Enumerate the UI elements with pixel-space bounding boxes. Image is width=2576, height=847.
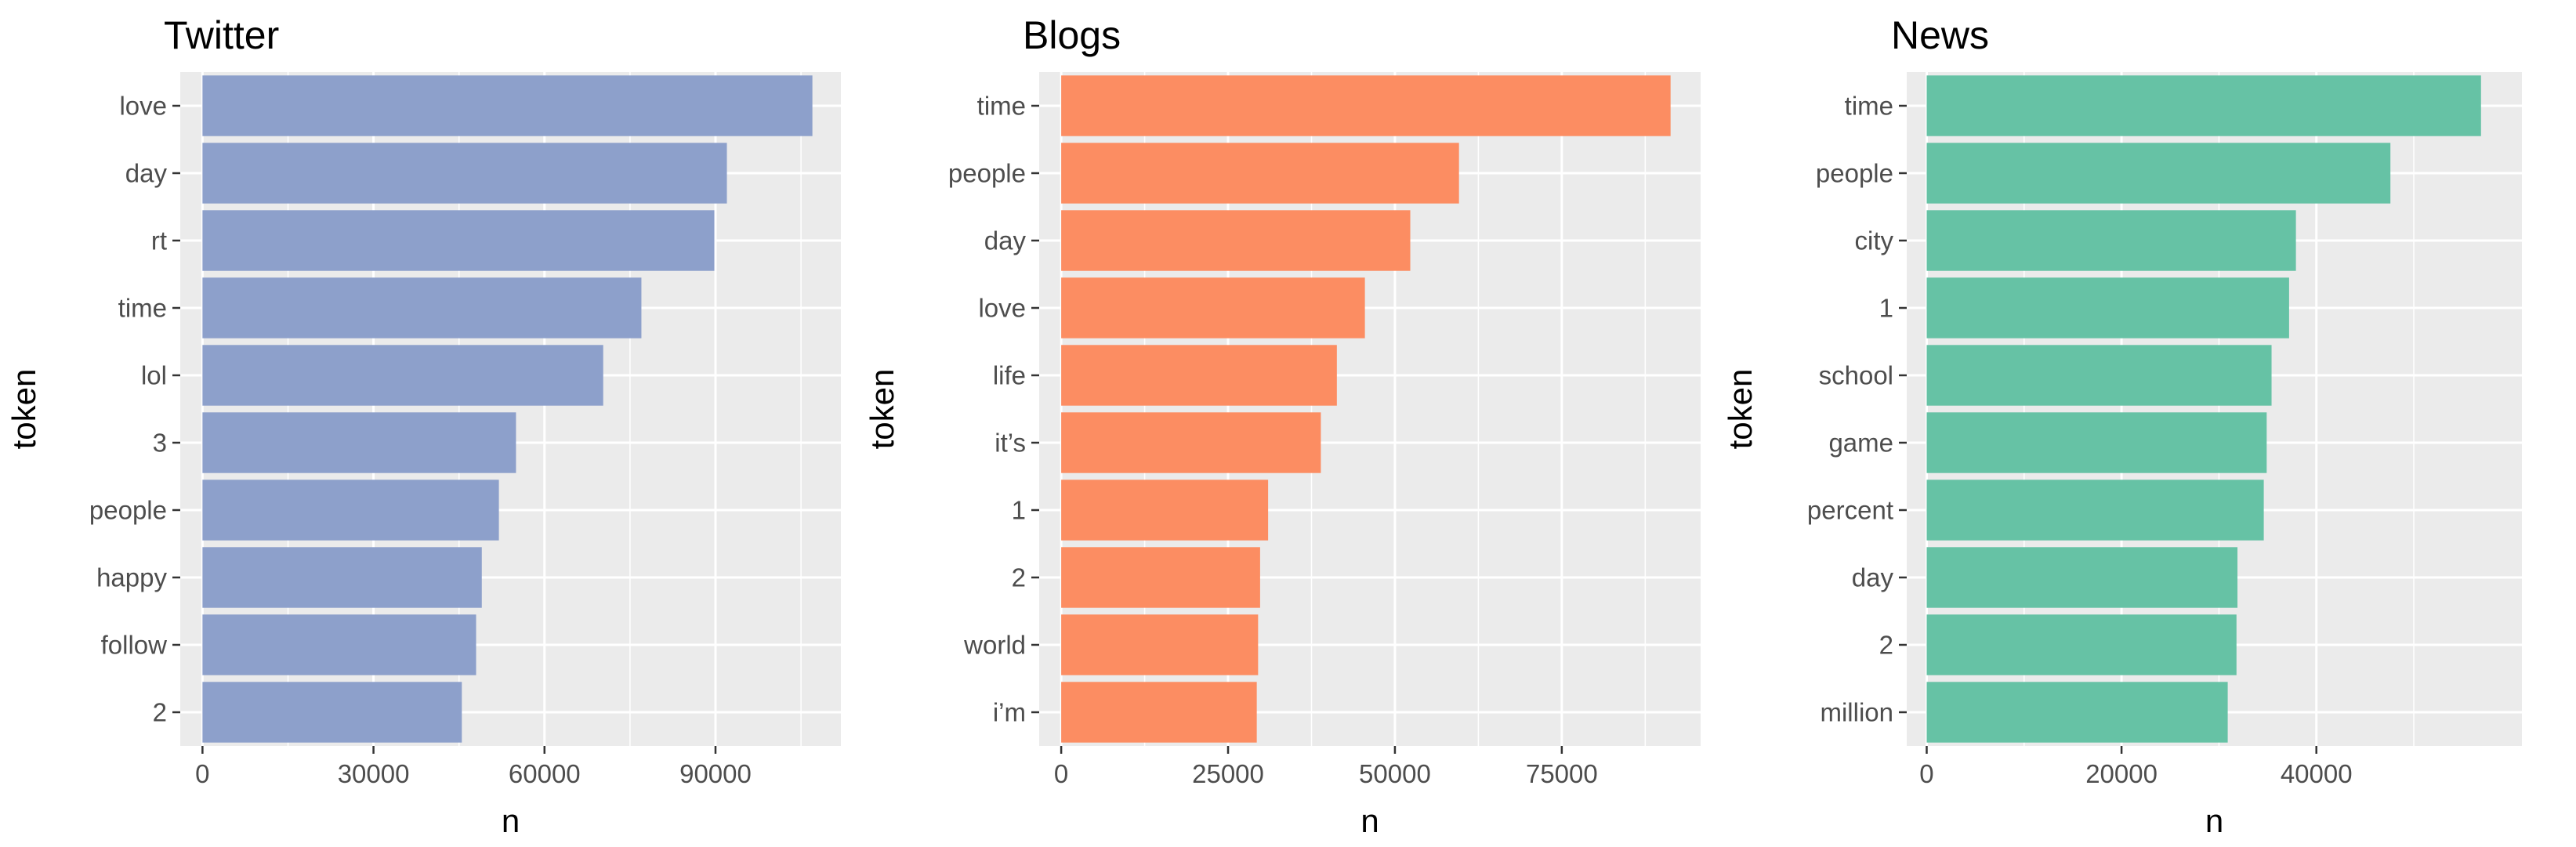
bar bbox=[1926, 210, 2296, 271]
y-tick-label: love bbox=[119, 92, 167, 121]
y-axis-title: token bbox=[864, 369, 900, 450]
bar bbox=[1926, 75, 2481, 136]
x-tick-label: 0 bbox=[195, 759, 209, 788]
chart-title: News bbox=[1891, 13, 1989, 57]
y-tick-label: time bbox=[977, 92, 1026, 121]
y-tick-label: city bbox=[1855, 226, 1894, 255]
bar bbox=[202, 75, 813, 136]
bar bbox=[1061, 143, 1459, 204]
bar bbox=[1061, 412, 1321, 473]
chart-title: Blogs bbox=[1023, 13, 1121, 57]
x-tick-label: 60000 bbox=[509, 759, 581, 788]
y-tick-label: follow bbox=[101, 631, 168, 660]
bar bbox=[1926, 480, 2264, 541]
x-tick-label: 75000 bbox=[1526, 759, 1598, 788]
y-tick-label: it’s bbox=[995, 429, 1026, 458]
bar bbox=[202, 412, 516, 473]
y-tick-label: people bbox=[89, 496, 167, 525]
y-tick-label: world bbox=[963, 631, 1026, 660]
y-tick-label: life bbox=[993, 361, 1026, 390]
bar bbox=[1926, 143, 2391, 204]
y-tick-label: lol bbox=[141, 361, 167, 390]
bar bbox=[1926, 547, 2238, 608]
y-tick-label: happy bbox=[96, 563, 167, 592]
x-tick-label: 25000 bbox=[1192, 759, 1264, 788]
y-tick-label: 2 bbox=[1879, 631, 1893, 660]
bar bbox=[1926, 682, 2228, 743]
bar bbox=[1061, 345, 1337, 406]
x-tick-label: 30000 bbox=[338, 759, 410, 788]
x-tick-label: 50000 bbox=[1359, 759, 1431, 788]
y-tick-label: time bbox=[1845, 92, 1893, 121]
y-tick-label: million bbox=[1820, 698, 1893, 727]
y-tick-label: day bbox=[984, 226, 1027, 255]
bar bbox=[1926, 345, 2272, 406]
y-tick-label: 3 bbox=[153, 429, 167, 458]
y-tick-label: day bbox=[1852, 563, 1894, 592]
bar bbox=[202, 480, 499, 541]
y-tick-label: game bbox=[1828, 429, 1893, 458]
y-axis-title: token bbox=[5, 369, 42, 450]
bar bbox=[1926, 614, 2237, 675]
y-tick-label: school bbox=[1819, 361, 1893, 390]
x-tick-label: 40000 bbox=[2281, 759, 2353, 788]
x-axis-title: n bbox=[2205, 802, 2223, 839]
y-tick-label: 1 bbox=[1879, 294, 1893, 323]
x-axis-title: n bbox=[502, 802, 520, 839]
bar bbox=[1061, 210, 1411, 271]
bar bbox=[1061, 75, 1671, 136]
y-tick-label: love bbox=[978, 294, 1026, 323]
bar bbox=[1061, 277, 1365, 338]
bar bbox=[202, 345, 603, 406]
y-tick-label: people bbox=[948, 159, 1026, 188]
y-tick-label: rt bbox=[151, 226, 167, 255]
bar bbox=[1926, 412, 2267, 473]
y-tick-label: percent bbox=[1807, 496, 1893, 525]
y-tick-label: 1 bbox=[1012, 496, 1026, 525]
bar bbox=[1061, 547, 1260, 608]
y-tick-label: people bbox=[1816, 159, 1893, 188]
bar bbox=[202, 547, 482, 608]
x-tick-label: 90000 bbox=[679, 759, 752, 788]
chart-title: Twitter bbox=[164, 13, 279, 57]
bar bbox=[1061, 480, 1269, 541]
bar bbox=[1061, 614, 1259, 675]
x-axis-title: n bbox=[1360, 802, 1379, 839]
x-tick-label: 20000 bbox=[2085, 759, 2158, 788]
bar bbox=[1061, 682, 1257, 743]
y-tick-label: 2 bbox=[1012, 563, 1026, 592]
bar bbox=[202, 277, 642, 338]
bar bbox=[202, 682, 462, 743]
x-tick-label: 0 bbox=[1054, 759, 1068, 788]
bar bbox=[202, 614, 476, 675]
x-tick-label: 0 bbox=[1919, 759, 1933, 788]
bar bbox=[202, 210, 715, 271]
y-tick-label: day bbox=[125, 159, 168, 188]
y-tick-label: time bbox=[118, 294, 167, 323]
y-axis-title: token bbox=[1722, 369, 1759, 450]
bar bbox=[1926, 277, 2289, 338]
y-tick-label: 2 bbox=[153, 698, 167, 727]
bar bbox=[202, 143, 727, 204]
y-tick-label: i’m bbox=[993, 698, 1026, 727]
